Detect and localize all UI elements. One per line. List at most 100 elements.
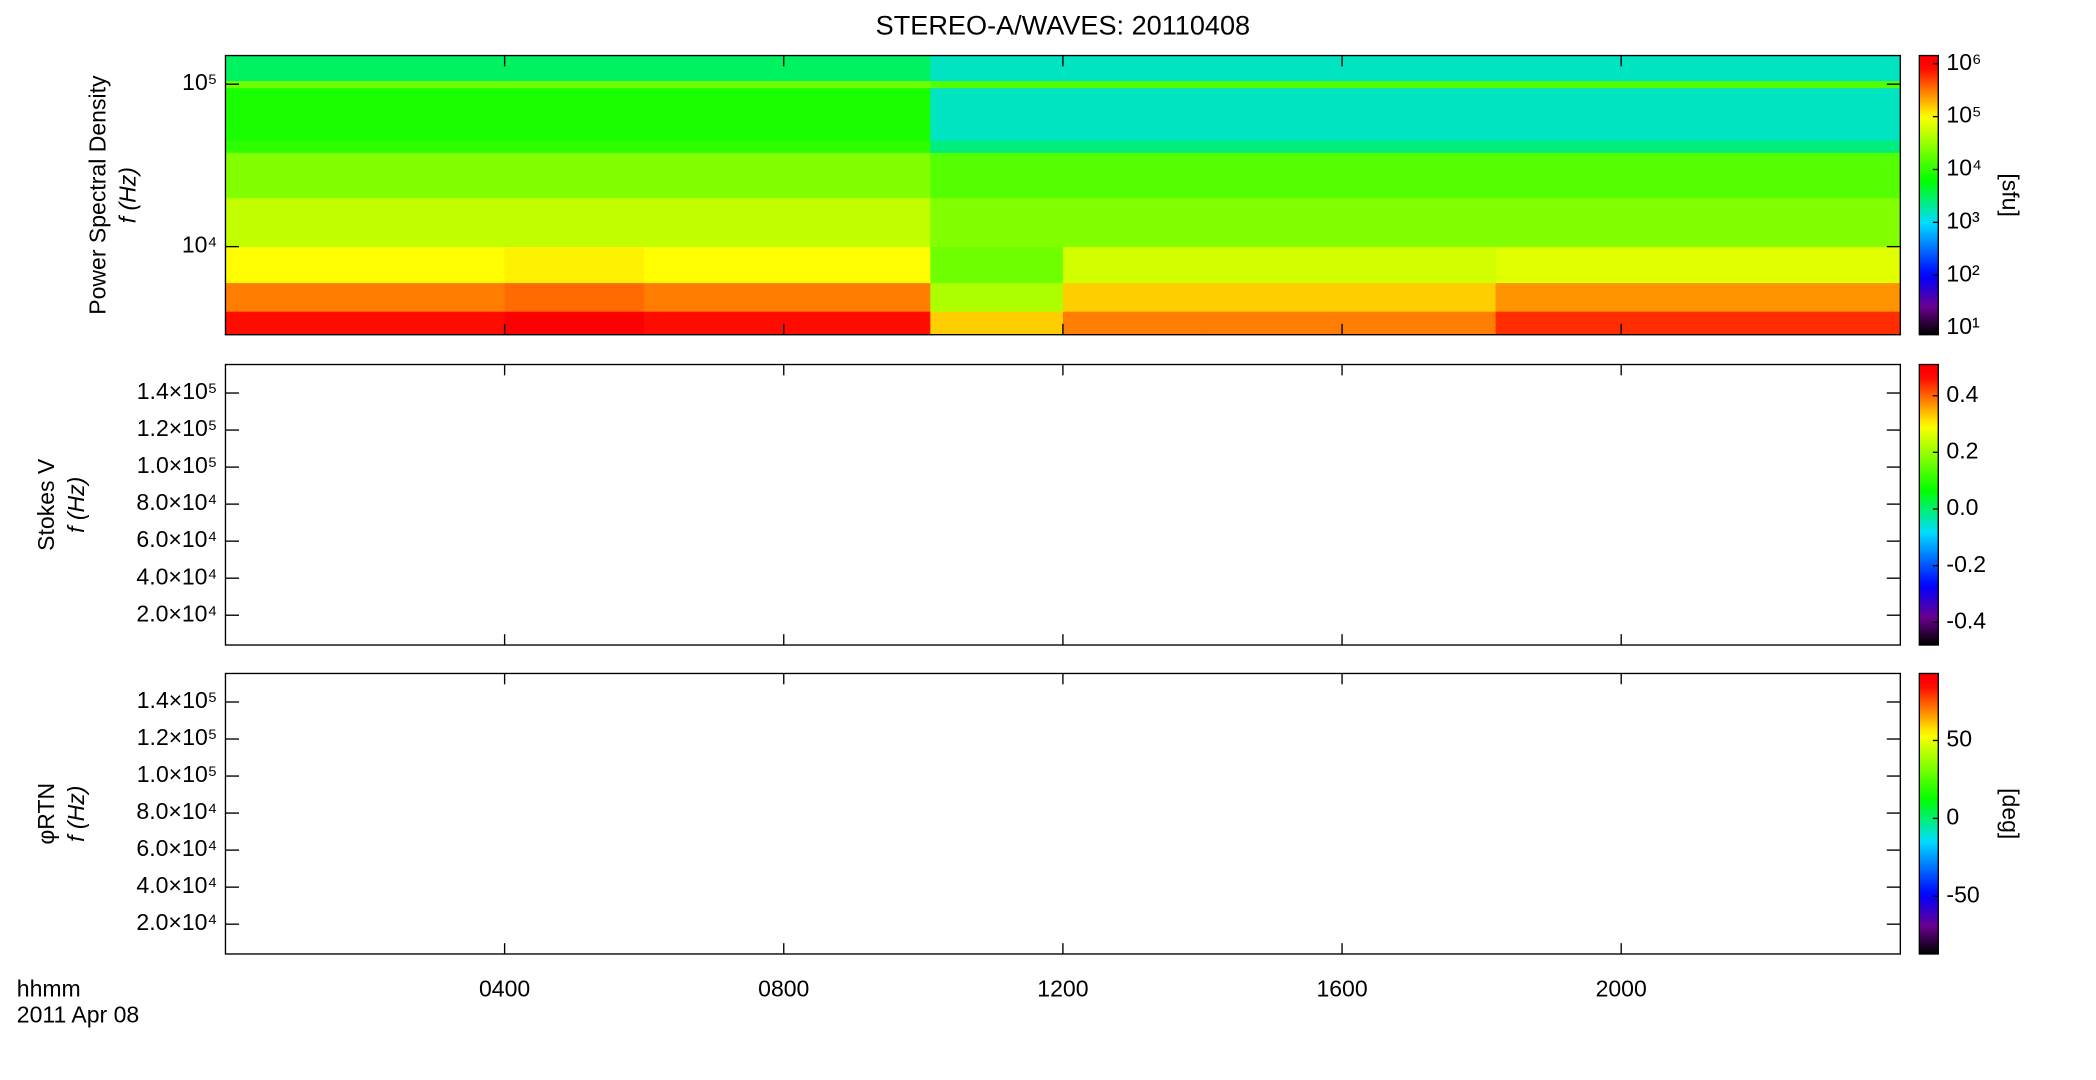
colorbar-tick-label: 10¹ (1946, 313, 1980, 339)
heatmap-cell (1760, 246, 1901, 284)
heatmap-cell (1202, 311, 1343, 336)
y-tick-label: 1.2×10⁵ (137, 415, 218, 441)
heatmap-cell (1760, 197, 1901, 248)
heatmap-cell (365, 197, 506, 248)
colorbar-tick-label: 0 (1946, 803, 1959, 829)
heatmap-cell (1342, 282, 1496, 312)
y-tick-label: 2.0×10⁴ (136, 909, 217, 935)
heatmap-cell (930, 311, 1064, 336)
heatmap-cell (930, 282, 1064, 312)
heatmap-cell (1621, 197, 1762, 248)
heatmap-cell (1202, 152, 1343, 199)
heatmap-cell (1062, 140, 1203, 153)
x-axis-label: hhmm (17, 976, 81, 1002)
heatmap-cell (1760, 55, 1901, 82)
heatmap-cell (1062, 87, 1203, 141)
heatmap-cell (1342, 140, 1496, 153)
heatmap-cell (1621, 246, 1762, 284)
heatmap-cell (1760, 140, 1901, 153)
y-axis-label: f (Hz) (63, 786, 89, 842)
heatmap-cell (1621, 80, 1762, 89)
y-tick-label: 4.0×10⁴ (136, 563, 217, 589)
y-tick-label: 4.0×10⁴ (136, 872, 217, 898)
heatmap-cell (225, 246, 366, 284)
heatmap-cell (1760, 311, 1901, 336)
heatmap-cell (644, 152, 785, 199)
heatmap-cell (1202, 140, 1343, 153)
heatmap-cell (504, 140, 645, 153)
colorbar-tick-label: 0.4 (1946, 381, 1978, 407)
y-tick-label: 8.0×10⁴ (136, 798, 217, 824)
heatmap-cell (1495, 282, 1622, 312)
y-axis-label: Stokes V (33, 458, 59, 551)
colorbar-tick-label: 50 (1946, 726, 1972, 752)
heatmap-cell (1760, 152, 1901, 199)
heatmap-cell (930, 246, 1064, 284)
colorbar-tick-label: 10³ (1946, 207, 1980, 233)
x-tick-label: 0800 (758, 976, 809, 1002)
heatmap-cell (1621, 152, 1762, 199)
heatmap-cell (644, 55, 785, 82)
heatmap-cell (1760, 87, 1901, 141)
heatmap-cell (930, 197, 1064, 248)
colorbar-tick-label: -0.4 (1946, 607, 1986, 633)
heatmap-cell (1342, 246, 1496, 284)
y-tick-label: 8.0×10⁴ (136, 489, 217, 515)
heatmap-cell (1621, 140, 1762, 153)
heatmap-cell (930, 80, 1064, 89)
heatmap-cell (1342, 87, 1496, 141)
heatmap-cell (1062, 311, 1203, 336)
heatmap-cell (783, 246, 931, 284)
x-tick-label: 1600 (1316, 976, 1367, 1002)
heatmap-cell (644, 246, 785, 284)
x-tick-label: 1200 (1037, 976, 1088, 1002)
colorbar-tick-label: 0.2 (1946, 437, 1978, 463)
heatmap-cell (1342, 197, 1496, 248)
heatmap-cell (365, 246, 506, 284)
chart-title: STEREO-A/WAVES: 20110408 (876, 9, 1250, 40)
heatmap-cell (783, 55, 931, 82)
colorbar-tick-label: 10⁶ (1946, 49, 1981, 75)
heatmap-cell (1495, 311, 1622, 336)
heatmap-cell (365, 80, 506, 89)
y-tick-label: 2.0×10⁴ (136, 600, 217, 626)
plot-frame (224, 363, 1902, 646)
heatmap-cell (365, 87, 506, 141)
heatmap-cell (225, 152, 366, 199)
colorbar-tick-label: 10⁵ (1946, 102, 1981, 128)
heatmap-cell (783, 197, 931, 248)
heatmap-cell (783, 140, 931, 153)
heatmap-cell (930, 87, 1064, 141)
heatmap-cell (1495, 246, 1622, 284)
colorbar-label: [sfu] (1998, 173, 2024, 217)
heatmap-cell (504, 197, 645, 248)
heatmap-cell (1495, 87, 1622, 141)
y-tick-label: 1.4×10⁵ (137, 687, 218, 713)
y-tick-label: 6.0×10⁴ (136, 526, 217, 552)
heatmap-cell (225, 80, 366, 89)
y-tick-label: 10⁴ (182, 232, 217, 258)
heatmap-cell (1062, 152, 1203, 199)
heatmap-cell (1062, 246, 1203, 284)
heatmap-cell (1495, 140, 1622, 153)
heatmap-cell (644, 282, 785, 312)
heatmap-cell (365, 55, 506, 82)
heatmap-cell (783, 282, 931, 312)
heatmap-cell (225, 87, 366, 141)
heatmap-cell (1342, 152, 1496, 199)
heatmap-cell (1342, 80, 1496, 89)
heatmap-cell (1760, 282, 1901, 312)
heatmap-cell (504, 152, 645, 199)
heatmap-cell (1202, 55, 1343, 82)
heatmap-cell (1342, 55, 1496, 82)
plot-frame (224, 672, 1902, 955)
colorbar-tick-label: 10² (1946, 260, 1980, 286)
colorbar-tick-label: 0.0 (1946, 494, 1978, 520)
heatmap-cell (1202, 246, 1343, 284)
heatmap-cell (1202, 80, 1343, 89)
y-axis-label: φRTN (33, 783, 59, 845)
colorbar (1918, 672, 1939, 955)
heatmap-cell (1495, 152, 1622, 199)
